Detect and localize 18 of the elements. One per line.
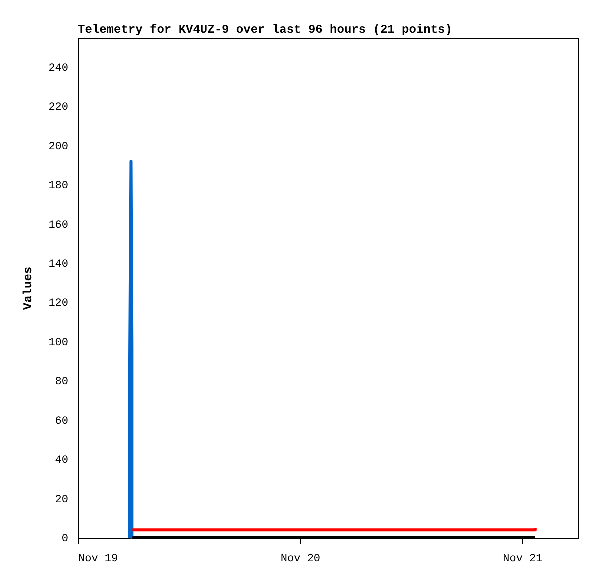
- x-tick-label: Nov 21: [503, 554, 544, 566]
- y-tick-label: 0: [62, 534, 68, 546]
- y-tick-label: 20: [55, 494, 68, 506]
- x-tick-label: Nov 20: [280, 554, 321, 566]
- y-tick-label: 200: [48, 141, 68, 154]
- chart-title: Telemetry for KV4UZ-9 over last 96 hours (21 points): [78, 23, 452, 37]
- y-tick-label: 100: [48, 337, 68, 350]
- y-tick-label: 240: [48, 62, 68, 75]
- y-tick-label: 140: [48, 258, 68, 271]
- y-tick-label: 220: [48, 102, 68, 114]
- x-tick-label: Nov 19: [78, 554, 118, 566]
- y-tick-label: 80: [55, 376, 68, 389]
- y-tick-label: 40: [55, 455, 68, 468]
- y-tick-label: 120: [48, 298, 68, 310]
- y-tick-label: 160: [48, 220, 68, 232]
- y-tick-label: 60: [55, 416, 68, 428]
- y-tick-label: 180: [48, 180, 68, 193]
- y-axis-title: Values: [22, 266, 36, 310]
